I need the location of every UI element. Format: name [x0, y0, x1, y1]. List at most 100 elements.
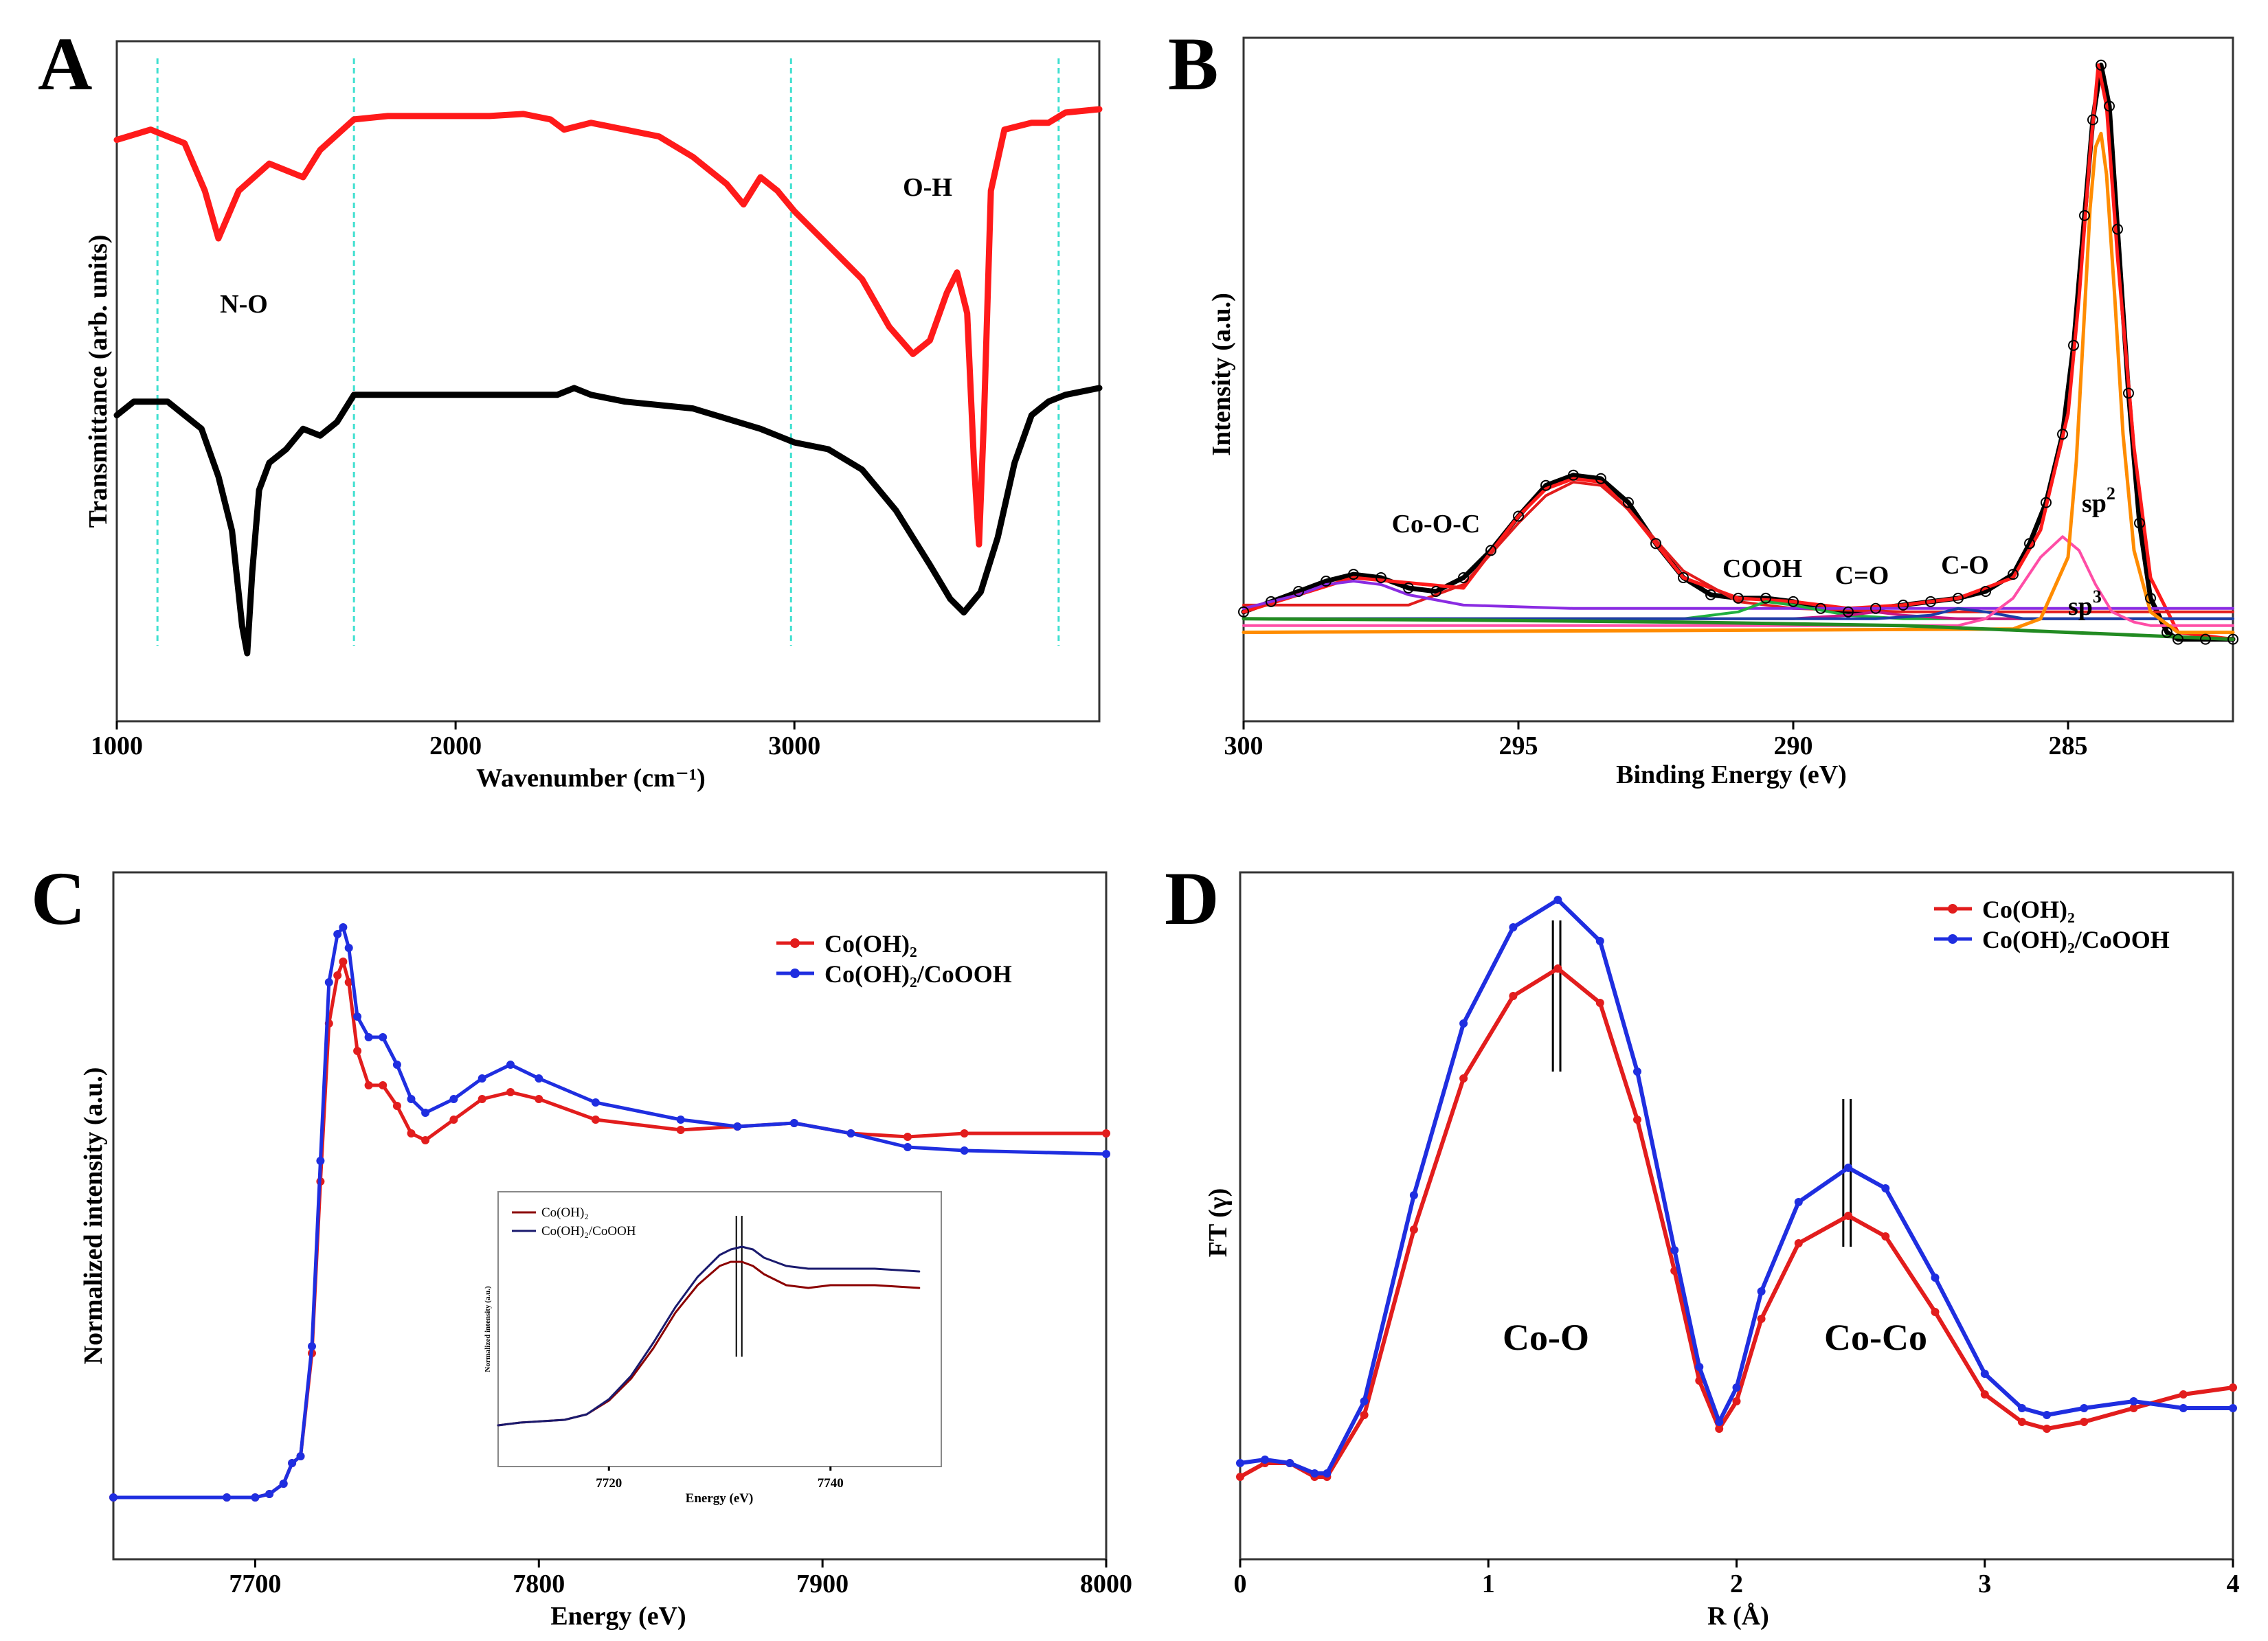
c-series-1-point — [449, 1095, 458, 1103]
d-series-0-point — [1633, 1116, 1641, 1124]
c-series-0-point — [449, 1116, 458, 1124]
b-data-point — [1705, 589, 1716, 600]
d-series-1-point — [1409, 1191, 1418, 1199]
panel-b-letter: B — [1168, 22, 1218, 106]
panel-a-x-ticks: 1000 2000 3000 — [91, 721, 820, 760]
b-series-line-9 — [1242, 617, 2235, 642]
d-series-1-point — [1285, 1459, 1294, 1467]
b-data-point — [2227, 633, 2238, 645]
d-x-tick-label: 2 — [1730, 1570, 1743, 1598]
c-series-0-point — [1102, 1129, 1110, 1138]
d-series-1-point — [2229, 1404, 2237, 1412]
c-series-0-point — [478, 1095, 486, 1103]
d-x-tick-label: 3 — [1978, 1570, 1991, 1598]
d-series-line-0 — [1238, 966, 2235, 1479]
c-series-1-point — [421, 1109, 430, 1117]
panel-c-legend: Co(OH)₂ Co(OH)₂/CoOOH — [776, 930, 1012, 988]
c-series-1-point — [903, 1143, 912, 1151]
panel-d-legend-marker-2 — [1948, 934, 1957, 944]
d-series-1-point — [1459, 1019, 1468, 1028]
c-series-0-point — [903, 1133, 912, 1141]
panel-b-annotation-sp2: sp2 — [2082, 484, 2115, 518]
d-series-0-point — [1881, 1232, 1890, 1241]
b-data-point — [1953, 592, 1964, 604]
b-x-tick-label: 285 — [2049, 732, 2088, 760]
panel-c-legend-label-2: Co(OH)₂/CoOOH — [824, 960, 1012, 988]
c-series-1-point — [392, 1061, 401, 1069]
panel-c-inset-legend-label-2: Co(OH)₂/CoOOH — [541, 1224, 636, 1238]
d-x-tick-label: 4 — [2227, 1570, 2240, 1598]
panel-a: A 1000 2000 3000 Wavenumber (cm⁻¹) Transmi… — [38, 22, 1103, 793]
d-series-0-point — [1360, 1411, 1369, 1419]
b-data-point — [2008, 569, 2019, 580]
panel-a-letter: A — [38, 22, 92, 106]
b-data-point — [2068, 339, 2079, 351]
panel-c-inset-series — [497, 1245, 921, 1427]
d-series-1-point — [1670, 1246, 1679, 1254]
panel-d-annotation-co-co: Co-Co — [1824, 1317, 1927, 1358]
d-series-1-point — [1633, 1067, 1641, 1076]
panel-c-inset-reference-lines — [735, 1216, 743, 1357]
c-series-1-point — [1102, 1150, 1110, 1158]
d-series-0-point — [1553, 964, 1562, 973]
c-x-tick-label: 7700 — [229, 1570, 281, 1598]
b-data-point — [2041, 497, 2052, 508]
d-series-0-point — [2043, 1425, 2052, 1433]
b-data-point — [1321, 576, 1332, 587]
a-x-tick-label: 3000 — [768, 732, 820, 760]
c-series-1-point — [364, 1033, 373, 1041]
d-series-1-point — [1323, 1469, 1332, 1478]
d-series-1-point — [1757, 1287, 1766, 1295]
b-data-point — [1925, 596, 1936, 607]
d-series-0-point — [1409, 1225, 1418, 1234]
c-series-1-point — [251, 1493, 260, 1502]
d-series-1-point — [1236, 1459, 1244, 1467]
c-series-1-point — [960, 1146, 969, 1155]
d-series-1-point — [1509, 923, 1518, 931]
c-series-1-point — [316, 1157, 325, 1165]
c-series-0-point — [676, 1126, 685, 1134]
c-x-tick-label: 7900 — [796, 1570, 849, 1598]
b-data-point — [2172, 633, 2183, 645]
panel-d-x-axis-title: R (Å) — [1707, 1602, 1769, 1631]
d-series-0-point — [2129, 1404, 2138, 1412]
b-data-point — [1815, 602, 1826, 614]
c-series-0-point — [339, 958, 348, 966]
c-series-1-point — [846, 1129, 855, 1138]
d-series-1-point — [1310, 1469, 1319, 1478]
panel-c: C 7700 7800 7900 8000 Energy (eV) Normalize… — [31, 857, 1132, 1631]
d-series-1-point — [1931, 1274, 1940, 1282]
b-data-point — [1843, 606, 1854, 618]
panel-d-annotation-co-o: Co-O — [1503, 1317, 1589, 1358]
panel-c-legend-marker-2 — [790, 969, 800, 978]
panel-d-legend-marker-1 — [1948, 904, 1957, 914]
b-data-point — [1760, 592, 1771, 604]
d-series-1-point — [1794, 1198, 1803, 1206]
b-data-point — [2162, 626, 2172, 638]
panel-c-x-ticks: 7700 7800 7900 8000 — [229, 1559, 1132, 1598]
panel-d-legend: Co(OH)₂ Co(OH)₂/CoOOH — [1934, 896, 2170, 953]
d-series-0-point — [2179, 1390, 2188, 1399]
d-series-1-point — [1695, 1363, 1704, 1371]
d-series-0-point — [1459, 1074, 1468, 1083]
b-data-point — [1568, 469, 1579, 481]
c-series-1-point — [333, 930, 342, 938]
b-data-point — [1788, 596, 1799, 607]
panel-a-annotation-o-h: O-H — [903, 173, 952, 202]
b-data-point — [1430, 586, 1441, 597]
d-series-1-point — [2080, 1404, 2089, 1412]
b-data-point — [1595, 473, 1606, 484]
d-series-0-point — [2080, 1418, 2089, 1426]
panel-b-annotation-c-double-o: C=O — [1835, 561, 1889, 590]
ci-x-tick-label: 7740 — [818, 1476, 844, 1491]
b-data-point — [1348, 569, 1359, 580]
b-data-point — [1898, 599, 1909, 611]
panel-c-legend-label-1: Co(OH)₂ — [824, 930, 917, 958]
b-data-point — [1403, 582, 1414, 593]
d-series-0-point — [1757, 1315, 1766, 1323]
panel-b-sp2-base: sp — [2082, 489, 2107, 518]
panel-c-x-axis-title: Energy (eV) — [550, 1602, 686, 1631]
b-data-point — [2024, 538, 2035, 550]
b-data-point — [2145, 592, 2156, 604]
